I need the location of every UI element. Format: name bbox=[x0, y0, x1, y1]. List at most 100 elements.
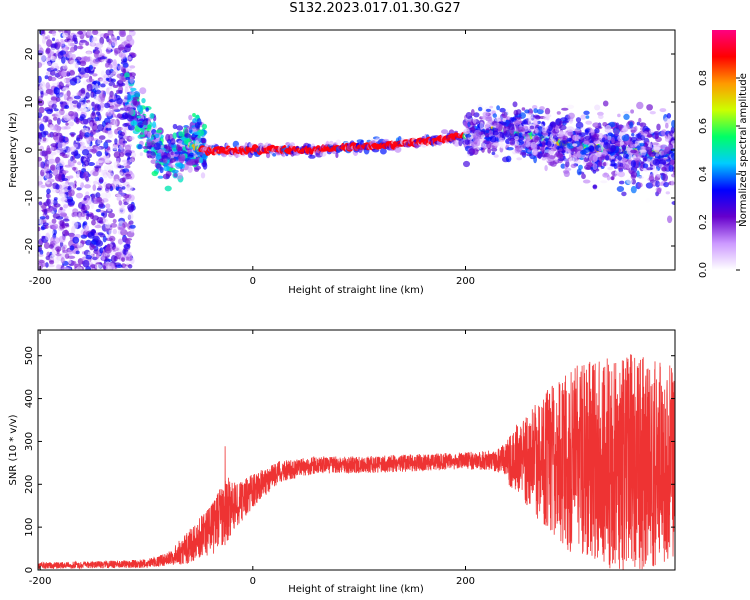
spectrogram-cell bbox=[137, 122, 144, 128]
spectrogram-cell bbox=[51, 62, 59, 68]
spectrogram-cell bbox=[55, 263, 61, 270]
spectrogram-cell bbox=[495, 123, 503, 130]
spectrogram-cell bbox=[54, 174, 62, 182]
spectrogram-cell bbox=[112, 218, 117, 224]
spectrogram-cell bbox=[124, 72, 130, 79]
spectrogram-cell bbox=[153, 142, 161, 151]
spectrogram-cell bbox=[174, 151, 182, 155]
spectrogram-cell bbox=[616, 186, 625, 192]
spectrogram-cell bbox=[72, 34, 77, 42]
spectrogram-y-tick-label: 0 bbox=[24, 147, 35, 153]
spectrogram-cell bbox=[626, 146, 630, 150]
spectrogram-cell bbox=[123, 243, 131, 250]
spectrogram-cell bbox=[601, 154, 606, 158]
spectrogram-cell bbox=[176, 163, 184, 168]
spectrogram-cell bbox=[58, 235, 66, 243]
spectrogram-cell bbox=[43, 242, 50, 249]
spectrogram-cell bbox=[130, 39, 135, 46]
spectrogram-cell bbox=[63, 93, 68, 101]
spectrogram-cell bbox=[585, 162, 593, 167]
spectrogram-cell bbox=[62, 145, 66, 151]
spectrogram-cell bbox=[137, 104, 143, 112]
spectrogram-cell bbox=[106, 35, 110, 43]
spectrogram-cell bbox=[64, 229, 69, 236]
spectrogram-cell bbox=[645, 198, 651, 203]
spectrogram-cell bbox=[112, 70, 119, 75]
spectrogram-cell bbox=[111, 145, 119, 150]
spectrogram-cell bbox=[98, 202, 104, 208]
spectrogram-cell bbox=[80, 212, 86, 218]
spectrogram-cell bbox=[630, 136, 638, 143]
spectrogram-cell bbox=[583, 110, 590, 116]
spectrogram-cell bbox=[126, 185, 133, 192]
spectrogram-cell bbox=[118, 65, 123, 70]
spectrogram-cell bbox=[45, 232, 51, 241]
spectrogram-cell bbox=[103, 141, 109, 149]
spectrogram-cell bbox=[118, 220, 124, 224]
spectrogram-cell bbox=[100, 212, 105, 217]
spectrogram-cell bbox=[61, 184, 68, 190]
spectrogram-cell bbox=[123, 135, 130, 140]
spectrogram-cell bbox=[60, 197, 68, 202]
spectrogram-cell bbox=[482, 111, 489, 117]
spectrogram-cell bbox=[125, 68, 132, 72]
spectrogram-cell bbox=[73, 95, 81, 100]
spectrogram-cell bbox=[57, 30, 63, 33]
spectrogram-cell bbox=[109, 235, 116, 242]
colorbar-tick-label: 0.4 bbox=[698, 166, 709, 182]
spectrogram-cell bbox=[191, 133, 196, 138]
snr-x-tick-label: 0 bbox=[250, 576, 256, 587]
spectrogram-cell bbox=[132, 96, 140, 100]
spectrogram-cell bbox=[665, 122, 669, 129]
spectrogram-cell bbox=[146, 139, 152, 147]
spectrogram-cell bbox=[76, 137, 81, 142]
spectrogram-cell bbox=[493, 154, 499, 158]
spectrogram-cell bbox=[630, 171, 638, 178]
spectrogram-cell bbox=[97, 104, 101, 111]
spectrogram-cell bbox=[75, 192, 84, 199]
spectrogram-cell bbox=[489, 105, 494, 109]
spectrogram-cell bbox=[50, 236, 55, 244]
spectrogram-cell bbox=[534, 127, 539, 134]
spectrogram-cell bbox=[619, 162, 624, 167]
spectrogram-cell bbox=[652, 158, 660, 166]
spectrogram-cell bbox=[121, 186, 126, 190]
spectrogram-cell bbox=[567, 131, 573, 136]
spectrogram-cell bbox=[113, 119, 118, 127]
spectrogram-cell bbox=[478, 106, 483, 112]
spectrogram-cell bbox=[39, 123, 45, 132]
spectrogram-cell bbox=[38, 253, 44, 257]
spectrogram-cell bbox=[98, 220, 104, 224]
spectrogram-cell bbox=[194, 159, 199, 164]
spectrogram-cell bbox=[118, 133, 124, 140]
spectrogram-cell bbox=[105, 183, 113, 190]
spectrogram-cell bbox=[77, 30, 84, 35]
spectrogram-cell bbox=[110, 223, 118, 228]
spectrogram-cell bbox=[132, 98, 138, 106]
spectrogram-cell bbox=[105, 69, 112, 76]
spectrogram-cell bbox=[82, 107, 88, 113]
spectrogram-cell bbox=[65, 122, 69, 126]
spectrogram-cell bbox=[165, 133, 171, 142]
spectrogram-cell bbox=[137, 144, 143, 150]
spectrogram-cell bbox=[465, 112, 473, 119]
spectrogram-cell bbox=[84, 204, 90, 211]
spectrogram-cell bbox=[67, 39, 73, 47]
spectrogram-cell bbox=[567, 112, 575, 120]
spectrogram-cell bbox=[607, 132, 614, 136]
spectrogram-cell bbox=[107, 164, 114, 172]
spectrogram-cell bbox=[169, 164, 177, 168]
spectrogram-cell bbox=[53, 203, 61, 208]
spectrogram-cell bbox=[517, 126, 525, 133]
spectrogram-cell bbox=[607, 135, 612, 141]
spectrogram-cell bbox=[104, 62, 110, 68]
spectrogram-cell bbox=[116, 196, 122, 201]
spectrogram-cell bbox=[618, 124, 624, 130]
spectrogram-cell bbox=[187, 159, 195, 167]
spectrogram-cell bbox=[45, 215, 50, 220]
spectrogram-cell bbox=[90, 201, 95, 210]
spectrogram-cell bbox=[125, 144, 131, 152]
spectrogram-cell bbox=[171, 169, 179, 174]
spectrogram-cell bbox=[630, 185, 637, 194]
spectrogram-cell bbox=[105, 127, 112, 131]
